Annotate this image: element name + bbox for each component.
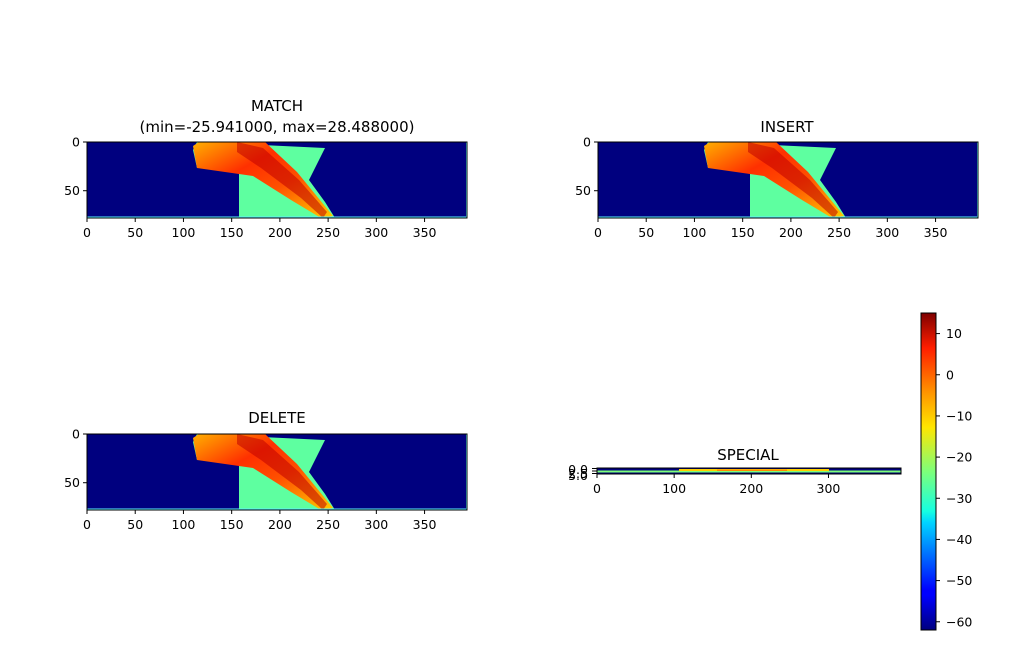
match-subtitle: (min=-25.941000, max=28.488000) <box>140 118 415 136</box>
special-yticks: 0.0 2.5 5.0 <box>568 462 597 483</box>
x-tick-label: 100 <box>683 225 707 240</box>
colorbar-tick-label: −10 <box>946 408 972 423</box>
x-tick-label: 50 <box>127 225 143 240</box>
colorbar: 10 0 −10 −20 −30 −40 −50 −60 <box>920 312 972 631</box>
y-tick-label: 0 <box>72 427 80 442</box>
colorbar-tick-label: 0 <box>946 367 954 382</box>
colorbar-tick-label: −60 <box>946 614 972 629</box>
y-tick-label: 0 <box>72 135 80 150</box>
y-tick-label: 50 <box>64 475 80 490</box>
special-ytick-label: 5.0 <box>568 468 588 483</box>
colorbar-ticks: 10 0 −10 −20 −30 −40 −50 −60 <box>936 326 972 629</box>
x-tick-label: 350 <box>924 225 948 240</box>
x-tick-label: 150 <box>220 225 244 240</box>
x-tick-label: 300 <box>364 517 388 532</box>
y-tick-label: 0 <box>583 135 591 150</box>
x-tick-label: 300 <box>875 225 899 240</box>
subplot-match: MATCH (min=-25.941000, max=28.488000) 0 5… <box>64 97 468 240</box>
x-tick-label: 200 <box>779 225 803 240</box>
x-tick-label: 250 <box>827 225 851 240</box>
x-tick-label: 100 <box>172 225 196 240</box>
subplot-insert: INSERT 0 50 100 150 200 250 300 350 0 50 <box>575 118 979 240</box>
x-tick-label: 250 <box>316 225 340 240</box>
colorbar-tick-label: −30 <box>946 491 972 506</box>
x-tick-label: 250 <box>316 517 340 532</box>
x-tick-label: 200 <box>268 225 292 240</box>
x-tick-label: 50 <box>127 517 143 532</box>
x-tick-label: 0 <box>594 225 602 240</box>
x-tick-label: 300 <box>364 225 388 240</box>
delete-axes-frame <box>86 433 468 511</box>
x-tick-label: 200 <box>739 481 763 496</box>
colorbar-tick-label: 10 <box>946 326 962 341</box>
x-tick-label: 350 <box>413 517 437 532</box>
x-tick-label: 0 <box>83 225 91 240</box>
match-axes-frame <box>86 141 468 219</box>
x-tick-label: 50 <box>638 225 654 240</box>
y-tick-label: 50 <box>575 183 591 198</box>
colorbar-gradient <box>921 313 936 630</box>
x-tick-label: 0 <box>83 517 91 532</box>
x-tick-label: 100 <box>662 481 686 496</box>
special-ytick-label: 0.0 <box>568 462 588 477</box>
x-tick-label: 0 <box>593 481 601 496</box>
delete-title: DELETE <box>248 409 306 427</box>
x-tick-label: 150 <box>731 225 755 240</box>
match-title: MATCH <box>251 97 303 115</box>
x-tick-label: 350 <box>413 225 437 240</box>
subplot-delete: DELETE 0 50 100 150 200 250 300 350 0 50 <box>64 409 468 532</box>
colorbar-tick-label: −40 <box>946 532 972 547</box>
x-tick-label: 150 <box>220 517 244 532</box>
x-tick-label: 200 <box>268 517 292 532</box>
y-tick-label: 50 <box>64 183 80 198</box>
colorbar-tick-label: −20 <box>946 450 972 465</box>
colorbar-tick-label: −50 <box>946 573 972 588</box>
x-tick-label: 100 <box>172 517 196 532</box>
match-heatmap <box>87 142 468 218</box>
special-ytick-label: 2.5 <box>568 466 588 481</box>
delete-heatmap <box>87 434 468 510</box>
special-heatmap <box>596 467 902 475</box>
insert-heatmap <box>598 142 979 218</box>
insert-title: INSERT <box>760 118 814 136</box>
x-tick-label: 300 <box>817 481 841 496</box>
special-title: SPECIAL <box>717 446 779 464</box>
colorbar-frame <box>920 312 937 631</box>
subplot-special: SPECIAL 0.0 2.5 5.0 0 100 200 300 <box>568 446 902 496</box>
insert-axes-frame <box>597 141 979 219</box>
